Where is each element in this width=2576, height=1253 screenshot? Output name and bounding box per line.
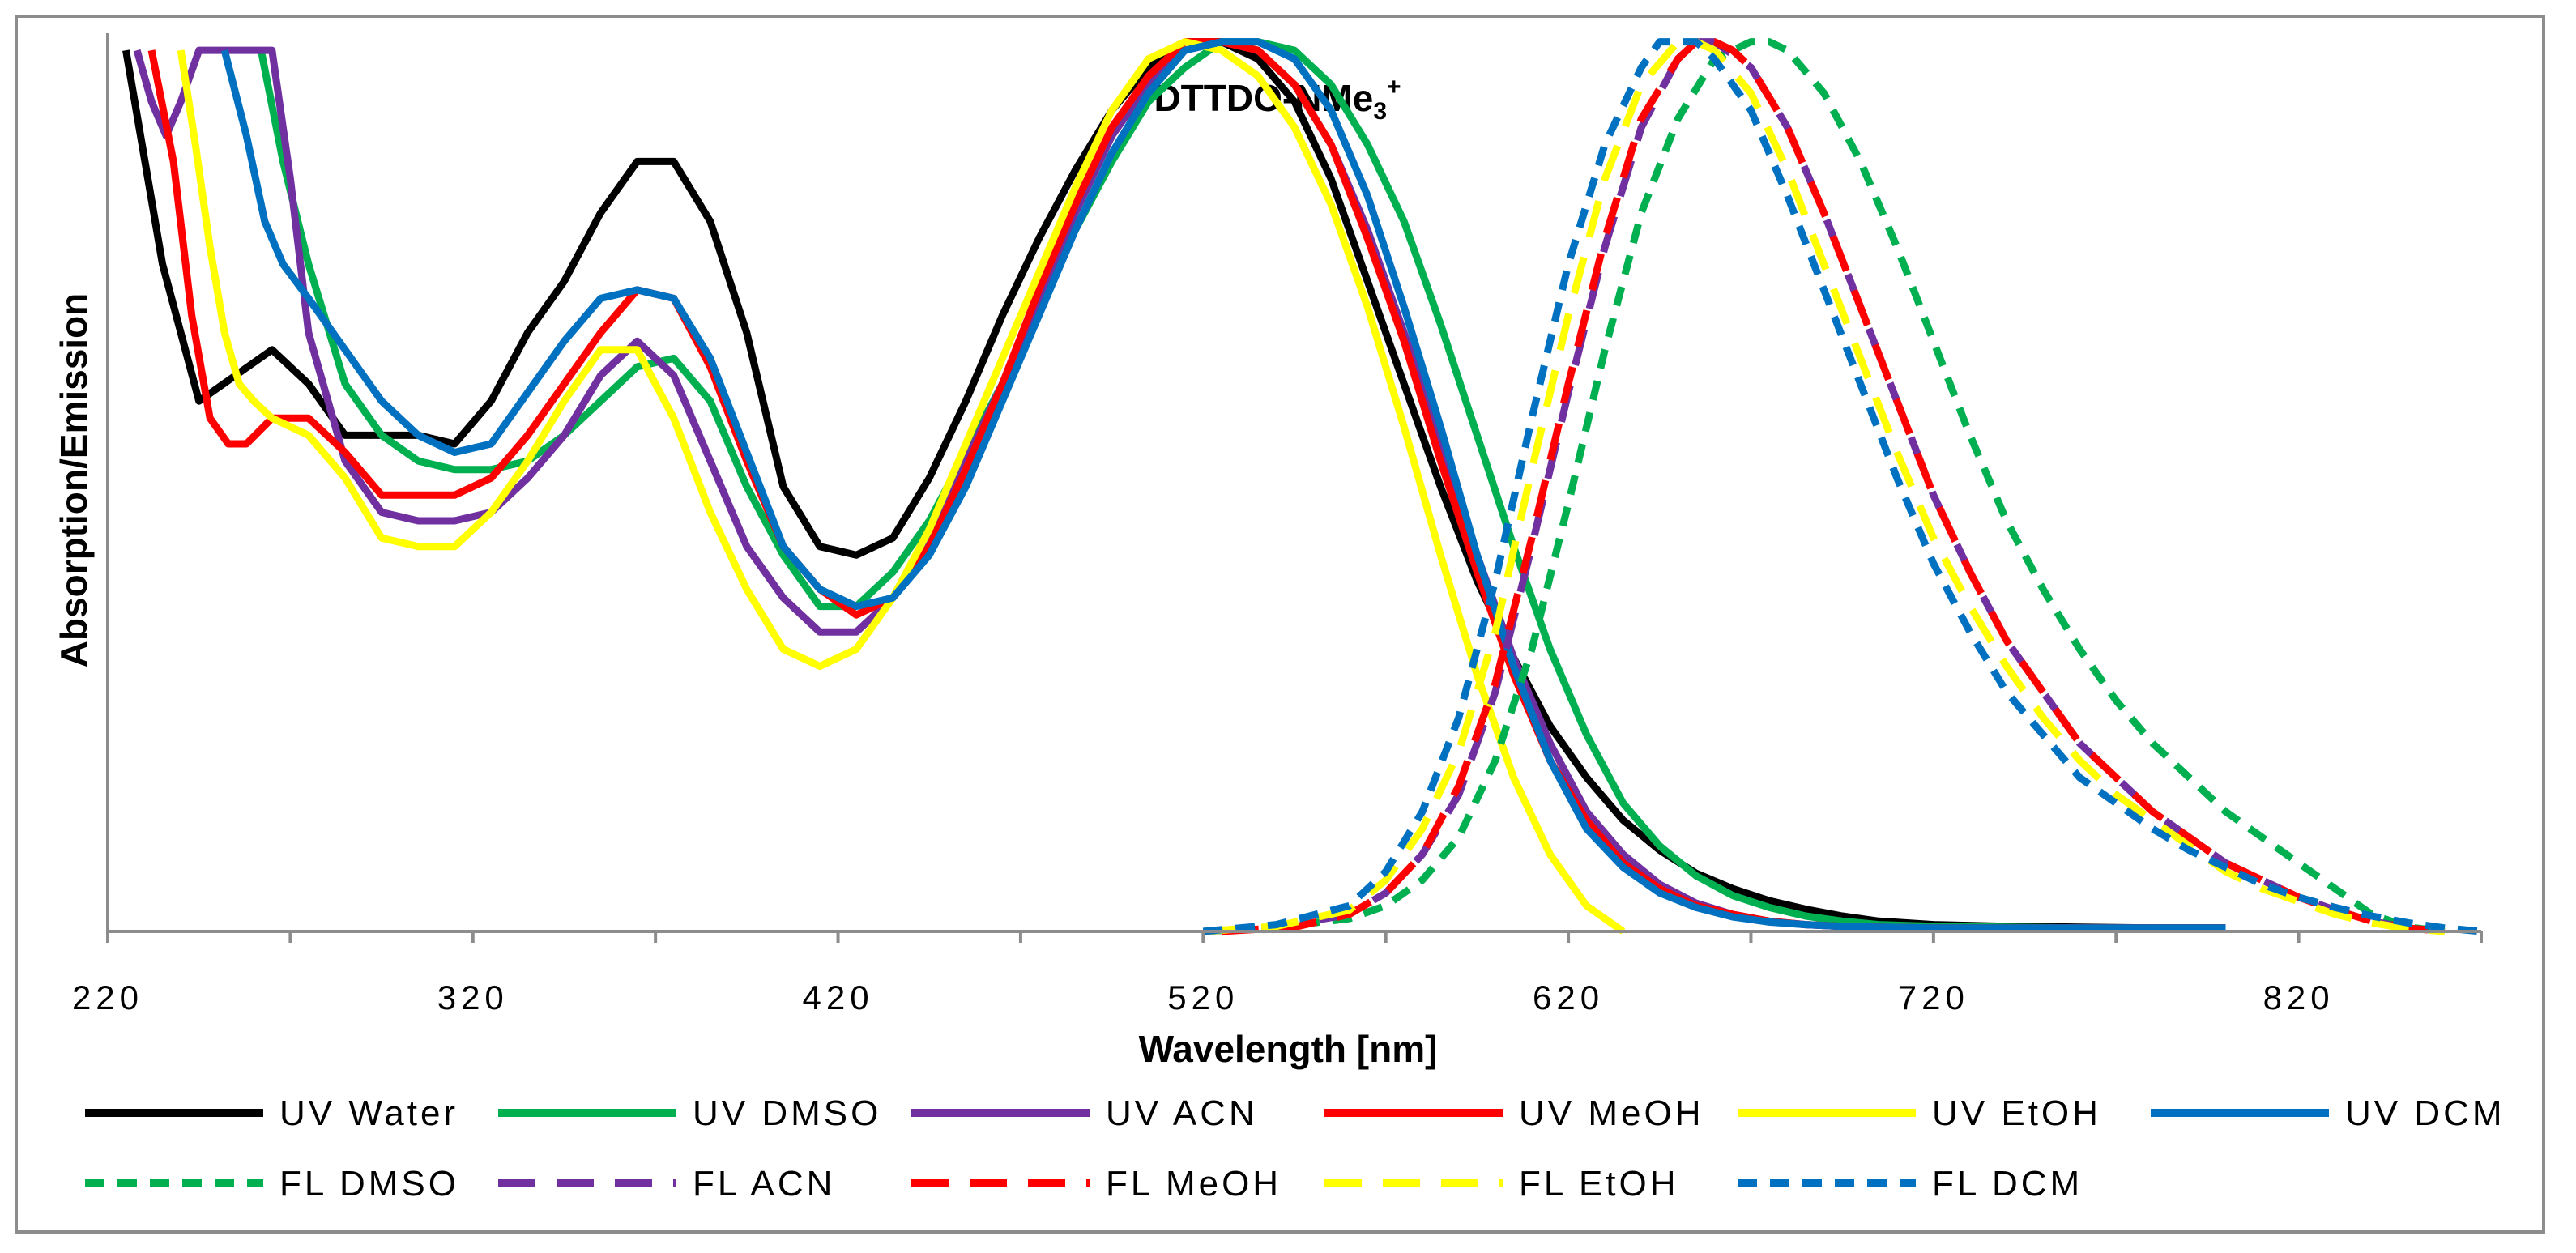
legend: UV Water UV DMSO UV ACN UV MeOH UV EtOH UV DC… bbox=[85, 1093, 2506, 1204]
x-axis-label: Wavelength [nm] bbox=[1139, 1028, 1438, 1070]
legend-label-uv-dcm: UV DCM bbox=[2345, 1093, 2506, 1133]
series-line-uv-dmso bbox=[257, 38, 2226, 932]
x-tick-label-620: 620 bbox=[1533, 978, 1604, 1016]
legend-label-uv-dmso: UV DMSO bbox=[693, 1093, 881, 1133]
x-tick-label-320: 320 bbox=[437, 978, 509, 1016]
x-axis-ticks bbox=[106, 931, 2483, 943]
legend-label-uv-water: UV Water bbox=[279, 1093, 458, 1133]
legend-label-uv-meoh: UV MeOH bbox=[1519, 1093, 1704, 1133]
chart-title-subscript: 3 bbox=[1373, 98, 1387, 125]
x-tick-label-220: 220 bbox=[72, 978, 143, 1016]
x-tick-label-820: 820 bbox=[2263, 978, 2335, 1016]
plot-area bbox=[122, 38, 2482, 935]
legend-label-fl-etoh: FL EtOH bbox=[1519, 1164, 1679, 1204]
legend-label-fl-acn: FL ACN bbox=[693, 1164, 835, 1204]
series-line-uv-water bbox=[122, 38, 2226, 932]
series-line-uv-dcm bbox=[220, 38, 2226, 932]
series-line-fl-meoh bbox=[1221, 38, 2446, 935]
chart-title-superscript: + bbox=[1387, 74, 1401, 100]
legend-label-fl-dmso: FL DMSO bbox=[279, 1164, 459, 1204]
series-line-fl-dcm bbox=[1202, 38, 2482, 935]
legend-label-fl-dcm: FL DCM bbox=[1932, 1164, 2083, 1204]
x-tick-label-720: 720 bbox=[1898, 978, 1969, 1016]
series-line-fl-etoh bbox=[1202, 38, 2446, 935]
y-axis-label: Absorption/Emission bbox=[53, 293, 95, 668]
x-tick-label-420: 420 bbox=[802, 978, 873, 1016]
series-line-fl-acn bbox=[1203, 38, 2446, 935]
series-line-fl-dmso bbox=[1203, 38, 2446, 935]
legend-label-uv-acn: UV ACN bbox=[1106, 1093, 1258, 1133]
chart-frame bbox=[15, 15, 2545, 1234]
legend-label-fl-meoh: FL MeOH bbox=[1106, 1164, 1282, 1204]
x-tick-label-520: 520 bbox=[1167, 978, 1239, 1016]
x-axis-tick-labels: 220 320 420 520 620 720 820 bbox=[72, 978, 2335, 1016]
legend-label-uv-etoh: UV EtOH bbox=[1932, 1093, 2101, 1133]
series-line-uv-etoh bbox=[177, 38, 1626, 935]
